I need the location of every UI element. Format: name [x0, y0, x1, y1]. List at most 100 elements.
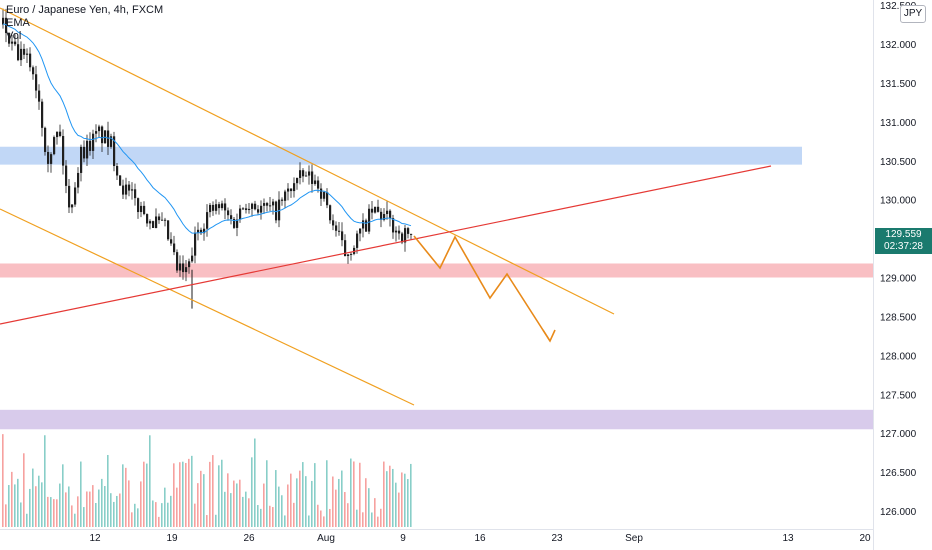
candle-body	[248, 208, 251, 211]
volume-bar	[362, 512, 364, 527]
volume-bar	[278, 486, 280, 527]
volume-bar	[239, 479, 241, 527]
candle-body	[185, 267, 188, 273]
volume-bar	[371, 512, 373, 527]
candle-body	[65, 165, 68, 186]
volume-bar	[68, 486, 70, 527]
candle-body	[182, 263, 185, 273]
volume-bar	[236, 483, 238, 527]
volume-bar	[272, 507, 274, 527]
volume-bar	[71, 505, 73, 527]
candle-body	[395, 230, 398, 233]
candle-body	[23, 48, 26, 55]
candle-body	[338, 230, 341, 232]
candle-body	[110, 136, 113, 147]
candle-body	[407, 228, 410, 234]
candle-body	[263, 203, 266, 206]
candle-body	[266, 203, 269, 206]
volume-bar	[302, 462, 304, 527]
candle-body	[35, 74, 38, 91]
y-tick-label-0: 132.500	[880, 1, 917, 12]
volume-bar	[206, 515, 208, 527]
volume-bar	[221, 459, 223, 527]
candle-body	[398, 230, 401, 234]
volume-bar	[320, 510, 322, 527]
candle-body	[281, 199, 284, 201]
candle-body	[167, 220, 170, 240]
volume-bar	[404, 473, 406, 527]
volume-bar	[176, 487, 178, 527]
candle-body	[215, 204, 218, 211]
candle-body	[143, 205, 146, 215]
volume-bar	[107, 454, 109, 527]
candle-body	[113, 136, 116, 167]
volume-bar	[374, 498, 376, 527]
y-tick-label-13: 126.000	[880, 507, 917, 518]
volume-bar	[197, 483, 199, 527]
volume-bar	[287, 484, 289, 527]
volume-bar	[119, 493, 121, 527]
candle-body	[203, 228, 206, 234]
candle-body	[404, 228, 407, 243]
candle-body	[74, 187, 77, 205]
candle-body	[29, 53, 32, 68]
volume-bar	[14, 484, 16, 527]
candle-body	[131, 189, 134, 191]
candle-body	[128, 184, 131, 191]
volume-bar	[200, 470, 202, 527]
volume-bar	[344, 492, 346, 527]
volume-bar	[299, 470, 301, 527]
indicator-ema[interactable]: EMA	[6, 17, 30, 29]
currency-badge[interactable]: JPY	[900, 5, 926, 23]
volume-bar	[20, 502, 22, 527]
candle-body	[332, 220, 335, 226]
volume-bar	[152, 500, 154, 527]
candle-body	[320, 188, 323, 199]
x-tick-label-6: 23	[551, 533, 563, 544]
candle-body	[236, 219, 239, 228]
zone-support	[0, 263, 873, 278]
volume-bar	[293, 502, 295, 527]
volume-bar	[131, 512, 133, 527]
candle-body	[326, 192, 329, 206]
candle-body	[371, 208, 374, 213]
candle-body	[8, 32, 11, 44]
candle-body	[194, 232, 197, 256]
volume-bar	[284, 515, 286, 527]
volume-bar	[212, 455, 214, 527]
candle-body	[314, 180, 317, 184]
candle-body	[32, 67, 35, 75]
candle-body	[89, 140, 92, 151]
candle-body	[41, 101, 44, 128]
upper-channel-line	[0, 7, 615, 315]
volume-bar	[341, 470, 343, 527]
y-tick-label-9: 128.000	[880, 351, 917, 362]
volume-bar	[389, 465, 391, 527]
candle-body	[146, 214, 149, 224]
candle-body	[380, 211, 383, 220]
volume-bar	[377, 516, 379, 527]
candle-body	[53, 137, 56, 155]
x-tick-label-1: 19	[166, 533, 178, 544]
candle-body	[410, 233, 413, 235]
indicator-vol[interactable]: Vol	[6, 30, 22, 42]
candle-body	[80, 146, 83, 173]
volume-bar	[59, 483, 61, 527]
volume-bar	[185, 462, 187, 527]
volume-bar	[134, 503, 136, 527]
volume-bar	[269, 505, 271, 527]
candle-body	[275, 201, 278, 221]
volume-bar	[296, 478, 298, 527]
candle-body	[122, 185, 125, 195]
volume-bar	[398, 492, 400, 527]
candle-body	[257, 209, 260, 213]
volume-bar	[191, 455, 193, 527]
volume-bar	[26, 513, 28, 527]
candle-body	[296, 177, 299, 184]
candle-body	[245, 208, 248, 211]
volume-bar	[2, 434, 4, 527]
candle-body	[389, 210, 392, 219]
volume-bar	[35, 486, 37, 527]
candle-body	[377, 206, 380, 212]
